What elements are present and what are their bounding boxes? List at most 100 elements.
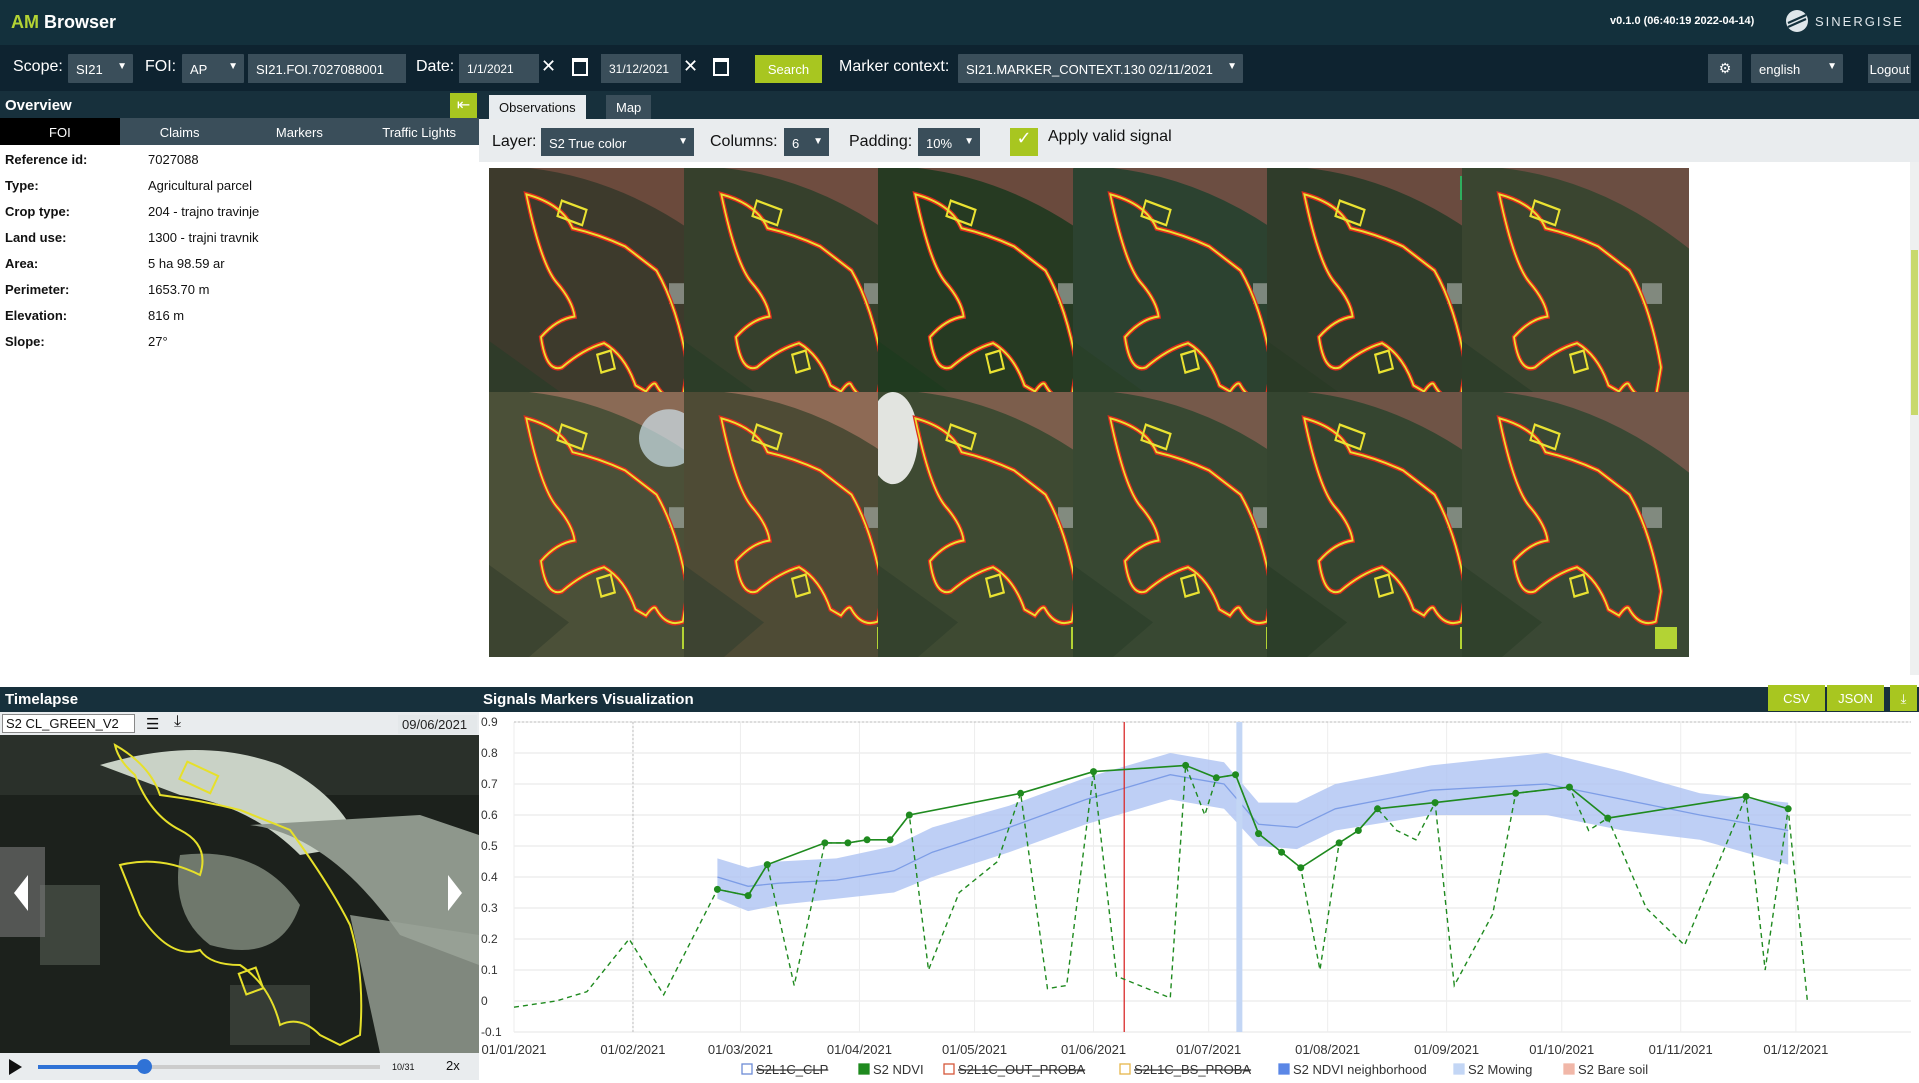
filter-toolbar: Scope: SI21 ▼ FOI: AP ▼ SI21.FOI.702708800… [0,45,1919,91]
x-tick-label: 01/11/2021 [1649,1042,1713,1057]
download-icon[interactable]: ⤓ [174,713,182,730]
y-tick-label: 0 [481,994,488,1008]
property-value: 27° [148,334,168,349]
json-button[interactable]: JSON [1827,685,1884,711]
observation-tile[interactable] [1072,392,1300,657]
observation-tile[interactable] [1267,392,1494,657]
y-tick-label: 0.6 [481,808,498,822]
legend-swatch [943,1063,955,1075]
tab-claims[interactable]: Claims [159,125,200,140]
property-key: Land use: [5,230,67,245]
property-row: Perimeter: 1653.70 m [5,282,475,308]
marker-context-select[interactable]: SI21.MARKER_CONTEXT.130 02/11/2021 ▼ [958,54,1243,83]
ndvi-point [1090,768,1098,776]
observation-tile[interactable] [1461,392,1689,657]
ndvi-neighborhood-mean [717,774,1789,887]
signals-chart-svg: 0.9 0.8 0.7 0.6 0.5 0.4 0.3 0.2 0.1 0 -0.1 01/01/20… [481,715,1911,1077]
timelapse-slider-handle[interactable] [137,1059,152,1074]
csv-button[interactable]: CSV [1768,685,1825,711]
observation-tile[interactable] [489,392,716,657]
scope-label: Scope: [13,58,63,75]
clear-date-from-icon[interactable]: ✕ [541,56,557,76]
legend-label: S2L1C_CLP [756,1062,828,1077]
tab-map[interactable]: Map [606,95,652,119]
property-row: Area: 5 ha 98.59 ar [5,256,475,282]
y-tick-label: 0.8 [481,746,498,760]
x-tick-label: 01/08/2021 [1295,1042,1360,1057]
legend-swatch [1453,1063,1465,1075]
tab-foi[interactable]: FOI [0,118,120,145]
x-tick-label: 01/09/2021 [1414,1042,1479,1057]
ndvi-point [844,839,852,847]
property-key: Type: [5,178,39,193]
chevron-down-icon: ▼ [813,136,823,147]
x-tick-label: 01/10/2021 [1529,1042,1594,1057]
ndvi-point [1182,761,1190,769]
x-tick-label: 01/05/2021 [942,1042,1007,1057]
clear-date-to-icon[interactable]: ✕ [683,56,699,76]
observation-tile[interactable] [878,392,1105,657]
ndvi-point [1374,805,1382,813]
play-icon[interactable] [9,1059,22,1075]
timelapse-frame [0,735,479,1053]
date-to-input[interactable]: 31/12/2021 [601,54,681,83]
property-row: Crop type: 204 - trajno travinje [5,204,475,230]
ndvi-point [713,885,721,893]
timelapse-next-button[interactable] [434,847,479,937]
tab-observations[interactable]: Observations [489,95,586,119]
property-key: Perimeter: [5,282,70,297]
date-from-input[interactable]: 1/1/2021 [459,54,539,83]
timelapse-speed-button[interactable]: 2x [446,1058,460,1073]
search-button[interactable]: Search [755,55,822,83]
collapse-panel-button[interactable]: ⇤ [450,93,477,118]
property-key: Reference id: [5,152,88,167]
legend-swatch [1563,1063,1575,1075]
observation-grid: 05/04/2021⤢25/04/2021⤢10/05/2021⤢09/06/2… [479,162,1919,675]
scope-select[interactable]: SI21 ▼ [68,54,133,83]
timelapse-prev-button[interactable] [0,847,45,937]
foi-type-select[interactable]: AP ▼ [182,54,244,83]
observation-tile[interactable] [683,392,911,657]
y-tick-label: -0.1 [481,1025,502,1039]
logout-button[interactable]: Logout [1868,54,1911,83]
layer-value: S2 True color [549,136,627,151]
download-chart-button[interactable]: ⤓ [1890,685,1917,711]
logo-am: AM [11,12,39,32]
expand-icon[interactable] [1654,627,1677,649]
chevron-down-icon: ▼ [117,61,127,72]
layer-label: Layer: [492,133,537,150]
calendar-icon[interactable] [713,58,729,76]
layers-icon[interactable]: ☰ [146,716,160,733]
timelapse-slider-track[interactable] [38,1065,380,1069]
property-value: 5 ha 98.59 ar [148,256,225,271]
tile-image [489,392,716,657]
calendar-icon[interactable] [572,58,588,76]
ndvi-point [886,836,894,844]
language-select[interactable]: english ▼ [1751,54,1843,83]
overview-tabs: FOI Claims Markers Traffic Lights [0,118,479,145]
grid-scrollbar[interactable] [1910,162,1919,675]
property-row: Elevation: 816 m [5,308,475,334]
settings-button[interactable]: ⚙ [1708,54,1742,83]
ndvi-point [1565,783,1573,791]
date-label: Date: [416,58,455,75]
ndvi-point [744,892,752,900]
collapse-left-icon: ⇤ [456,97,471,114]
property-row: Land use: 1300 - trajni travnik [5,230,475,256]
layer-select[interactable]: S2 True color ▼ [541,128,694,156]
padding-select[interactable]: 10% ▼ [918,128,980,156]
apply-valid-signal-checkbox[interactable]: ✓ [1010,128,1038,156]
x-tick-label: 01/04/2021 [827,1042,892,1057]
property-value: 204 - trajno travinje [148,204,260,219]
scrollbar-thumb[interactable] [1911,250,1918,415]
tab-traffic-lights[interactable]: Traffic Lights [382,125,456,140]
chevron-down-icon: ▼ [1827,61,1837,72]
timelapse-date: 09/06/2021 [398,715,477,734]
observation-tile[interactable]: 19/06/2021⤢ [1461,168,1689,433]
property-key: Area: [5,256,39,271]
columns-select[interactable]: 6 ▼ [784,128,829,156]
legend-label: S2L1C_BS_PROBA [1134,1062,1251,1077]
foi-id-input[interactable]: SI21.FOI.7027088001 [248,54,406,83]
tab-markers[interactable]: Markers [275,125,323,140]
timelapse-layer-select[interactable]: S2 CL_GREEN_V2 ▼ [2,714,135,745]
